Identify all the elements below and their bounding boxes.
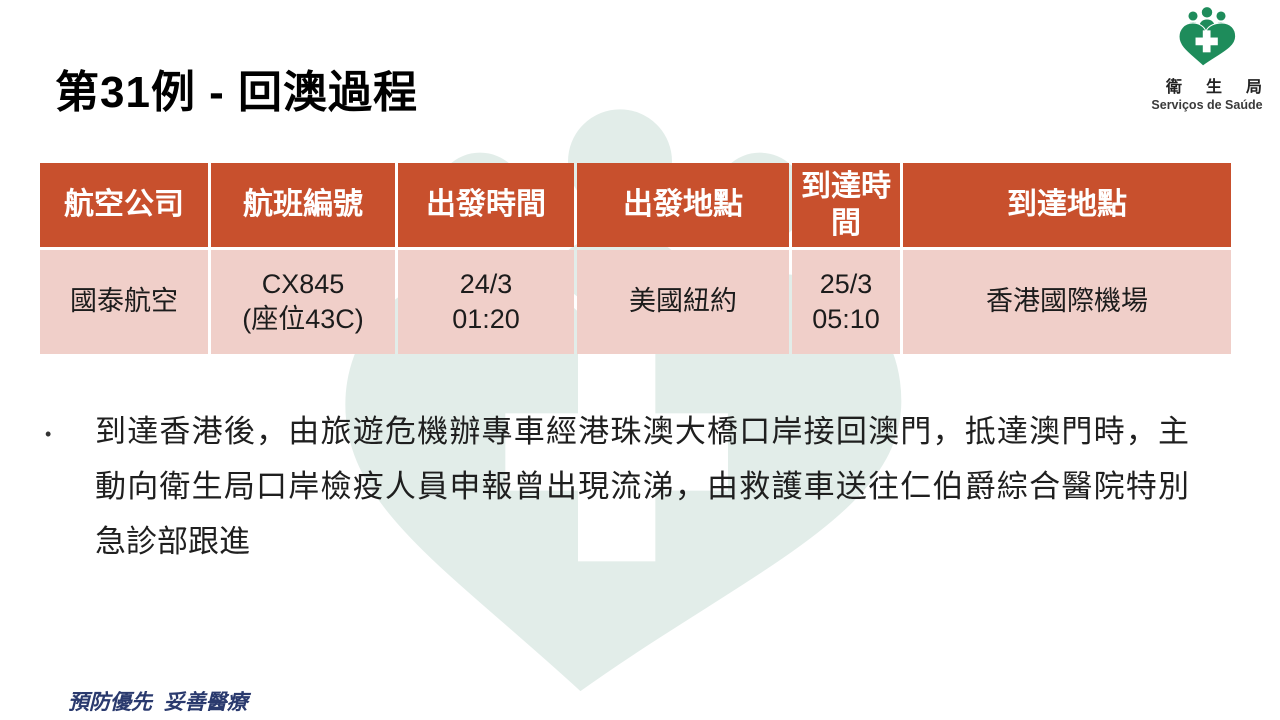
paragraph-line: 到達香港後，由旅遊危機辦專車經港珠澳大橋口岸接回澳門，抵達澳門時，主	[95, 414, 1189, 449]
flight-itinerary-table: 航空公司 航班編號 出發時間 出發地點 到達時間 到達地點 國泰航空 CX845…	[37, 160, 1234, 357]
flight-seat: (座位43C)	[242, 304, 364, 334]
cell-departure-place: 美國紐約	[577, 250, 789, 354]
col-header-arrival-place: 到達地點	[903, 163, 1231, 247]
departure-time: 01:20	[452, 304, 520, 334]
logo-name-chinese: 衛生局	[1166, 79, 1280, 96]
bullet-marker: •	[45, 424, 52, 444]
cell-flight-number: CX845 (座位43C)	[211, 250, 395, 354]
paragraph-line: 動向衛生局口岸檢疫人員申報曾出現流涕，由救護車送往仁伯爵綜合醫院特別	[95, 469, 1189, 504]
cell-departure-time: 24/3 01:20	[398, 250, 574, 354]
page-title: 第31例 - 回澳過程	[55, 68, 419, 117]
health-bureau-logo: 衛生局 Serviços de Saúde	[1142, 6, 1272, 112]
health-bureau-heart-cross-icon	[1178, 6, 1237, 67]
col-header-departure-time: 出發時間	[398, 163, 574, 247]
flight-number: CX845	[261, 268, 345, 299]
col-header-departure-place: 出發地點	[577, 163, 789, 247]
col-header-arrival-time: 到達時間	[792, 163, 900, 247]
logo-name-portuguese: Serviços de Saúde	[1151, 98, 1263, 112]
cell-arrival-time: 25/3 05:10	[792, 250, 900, 354]
bullet-paragraph: 到達香港後，由旅遊危機辦專車經港珠澳大橋口岸接回澳門，抵達澳門時，主 動向衛生局…	[95, 404, 1189, 569]
table-header-row: 航空公司 航班編號 出發時間 出發地點 到達時間 到達地點	[40, 163, 1231, 247]
footer-motto: 預防優先 妥善醫療	[68, 691, 248, 714]
table-row: 國泰航空 CX845 (座位43C) 24/3 01:20 美國紐約 25/3 …	[40, 250, 1231, 354]
paragraph-line: 急診部跟進	[95, 524, 250, 559]
arrival-date: 25/3	[819, 268, 873, 299]
cell-arrival-place: 香港國際機場	[903, 250, 1231, 354]
departure-date: 24/3	[459, 268, 513, 299]
col-header-flight-number: 航班編號	[211, 163, 395, 247]
cell-airline: 國泰航空	[40, 250, 208, 354]
col-header-airline: 航空公司	[40, 163, 208, 247]
arrival-time: 05:10	[812, 304, 880, 334]
